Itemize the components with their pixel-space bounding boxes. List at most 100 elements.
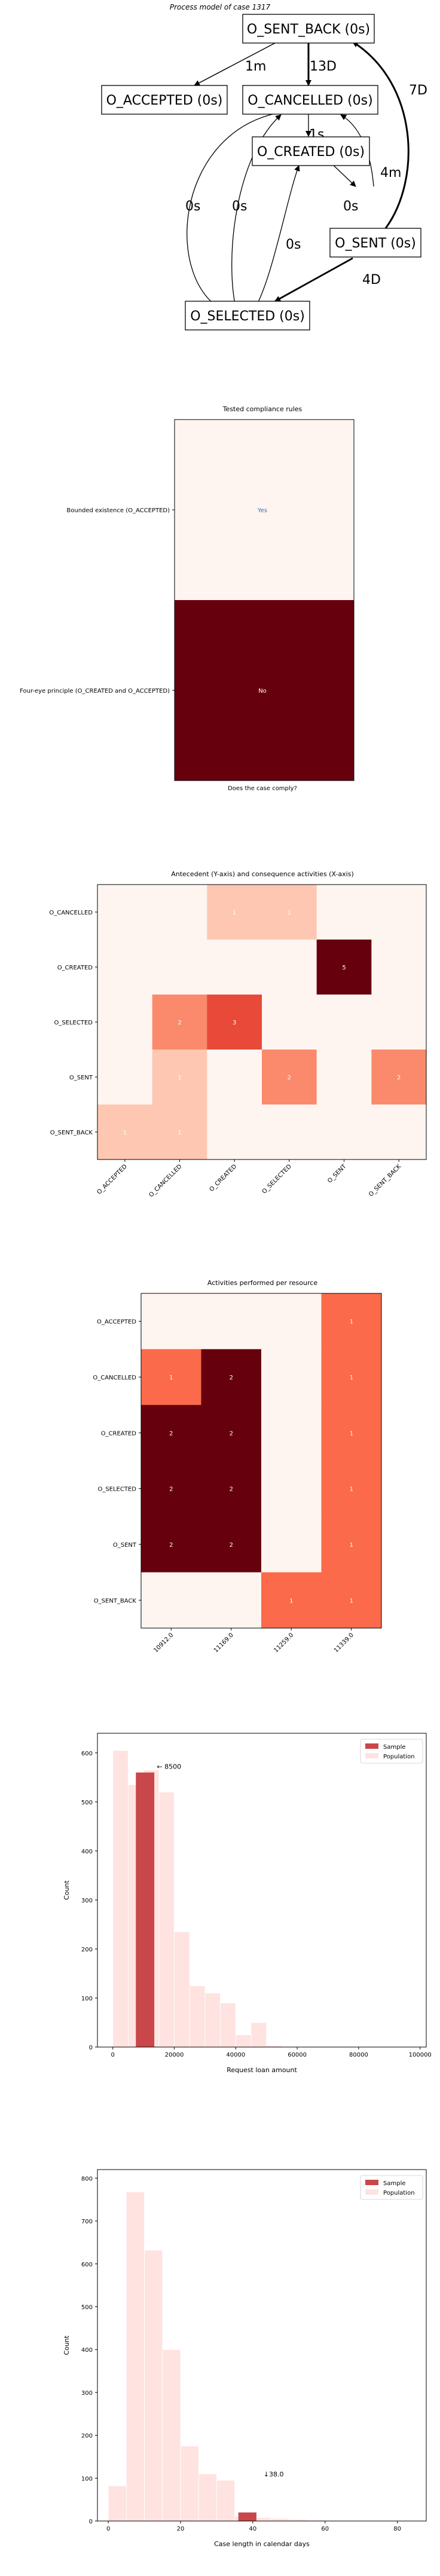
x-tick-label: O_SENT_BACK (368, 1163, 402, 1198)
population-bar (158, 1792, 175, 2048)
heatmap-cell (201, 1293, 262, 1350)
x-tick-label: 60000 (288, 2052, 307, 2058)
compliance-cell-0 (175, 420, 354, 600)
cell-value: 2 (230, 1430, 233, 1437)
node-box (329, 228, 421, 258)
y-tick-label: O_CANCELLED (93, 1375, 136, 1381)
x-tick-label: 11339.0 (333, 1632, 355, 1654)
loan-amount-histogram: 0 20000 40000 60000 80000 100000 0 100 200 300 400… (63, 1733, 432, 2074)
y-tick-label: 600 (81, 1751, 93, 1757)
cell-value: 1 (350, 1598, 353, 1604)
y-tick-label: 600 (81, 2262, 93, 2268)
plot-frame (97, 2169, 427, 2522)
edge-label: 0s (343, 199, 358, 214)
heatmap-cell (371, 995, 427, 1050)
chart-title: Tested compliance rules (222, 405, 302, 413)
heatmap-cell (97, 1050, 153, 1105)
resource-heatmap-panel: Activities performed per resource 1 1 2 1 2 2… (0, 1273, 440, 1679)
heatmap-cell (321, 1572, 382, 1629)
x-tick-label: O_SELECTED (261, 1163, 294, 1195)
x-tick-label: O_SENT (326, 1163, 348, 1185)
heatmap-cell (321, 1293, 382, 1350)
edge-label: 0s (185, 199, 200, 214)
heatmap-cell (141, 1405, 201, 1461)
y-tick-label: O_SENT_BACK (94, 1598, 137, 1604)
cell-value: 1 (233, 910, 236, 916)
edge-label: 0s (286, 237, 301, 252)
y-tick-label: 500 (81, 1800, 93, 1806)
heatmap-cell (321, 1516, 382, 1573)
heatmap-cell (201, 1405, 262, 1461)
y-tick-label: Bounded existence (O_ACCEPTED) (66, 507, 170, 514)
population-bar (250, 2022, 267, 2048)
antecedent-heatmap-panel: Antecedent (Y-axis) and consequence acti… (0, 864, 440, 1229)
x-tick-label: 40 (249, 2526, 257, 2532)
node-label: O_ACCEPTED (0s) (106, 93, 223, 108)
heatmap-cell (371, 1105, 427, 1160)
y-tick-label: O_SENT (69, 1075, 93, 1081)
heatmap-cell (261, 1349, 322, 1406)
heatmap-cell (141, 1461, 201, 1517)
node-label: O_CREATED (0s) (257, 145, 365, 160)
cell-value: 2 (397, 1075, 401, 1081)
x-tick-label: 40000 (226, 2052, 245, 2058)
x-tick-label: 11259.0 (273, 1632, 295, 1654)
heatmap-cell (262, 885, 317, 940)
edge-selected-created (253, 165, 300, 310)
heatmap-cell (207, 1105, 262, 1160)
x-tick-label: 60 (321, 2526, 329, 2532)
chart-title: Antecedent (Y-axis) and consequence acti… (171, 870, 354, 878)
resource-heatmap: Activities performed per resource 1 1 2 1 2 2… (93, 1279, 382, 1654)
y-tick-label: 200 (81, 2433, 93, 2440)
node-box (252, 136, 370, 166)
heatmap-cell (321, 1349, 382, 1406)
node-box (242, 85, 378, 115)
compliance-panel: Tested compliance rules Yes No Bounded e… (0, 399, 440, 806)
heatmap-cell (97, 940, 153, 995)
loan-amount-histogram-panel: 0 20000 40000 60000 80000 100000 0 100 200 300 400… (0, 1727, 440, 2098)
heatmap-cell (321, 1461, 382, 1517)
heatmap-cell (141, 1572, 201, 1629)
legend-swatch-sample (365, 1743, 378, 1749)
cell-value: 3 (233, 1020, 236, 1026)
x-axis-label: Case length in calendar days (214, 2540, 310, 2548)
cell-value: 1 (350, 1486, 353, 1493)
heatmap-cell (261, 1516, 322, 1573)
antecedent-heatmap: Antecedent (Y-axis) and consequence acti… (49, 870, 427, 1198)
population-bar (216, 2480, 236, 2522)
node-label: O_SENT_BACK (0s) (247, 22, 370, 37)
x-tick-label: 20000 (165, 2052, 184, 2058)
heatmap-cell (97, 1105, 153, 1160)
y-tick-label: 800 (81, 2176, 93, 2182)
y-tick-label: 0 (89, 2045, 93, 2051)
legend-label: Population (383, 2190, 415, 2196)
annotation: ← 8500 (157, 1763, 181, 1771)
heatmap-cell (371, 940, 427, 995)
heatmap-cell (141, 1349, 201, 1406)
edge-label: 0s (232, 199, 247, 214)
y-tick-label: O_CANCELLED (49, 910, 93, 916)
heatmap-cell (262, 940, 317, 995)
cell-value: 2 (230, 1542, 233, 1549)
y-tick-label: O_ACCEPTED (97, 1319, 136, 1326)
population-bar (204, 1993, 221, 2048)
heatmap-cell (141, 1516, 201, 1573)
x-tick-label: O_CANCELLED (148, 1163, 183, 1198)
annotation: ↓38.0 (264, 2470, 284, 2478)
x-tick-label: 11169.0 (213, 1632, 235, 1654)
y-tick-label: 400 (81, 2347, 93, 2354)
cell-value: 2 (230, 1486, 233, 1493)
population-bar (180, 2446, 199, 2522)
population-bar (270, 2518, 289, 2522)
node-label: O_SELECTED (0s) (190, 309, 305, 324)
y-tick-label: O_SELECTED (97, 1486, 136, 1493)
cell-value: 1 (288, 910, 291, 916)
y-tick-label: 700 (81, 2219, 93, 2225)
heatmap-cell (261, 1461, 322, 1517)
plot-frame (97, 1733, 427, 2048)
heatmap-cell (207, 995, 262, 1050)
plot-frame (140, 1293, 382, 1629)
process-model-panel: Process model of case 1317 1m 13D 1s 0s … (0, 0, 440, 359)
cell-value: 2 (169, 1486, 173, 1493)
y-tick-label: 500 (81, 2304, 93, 2311)
